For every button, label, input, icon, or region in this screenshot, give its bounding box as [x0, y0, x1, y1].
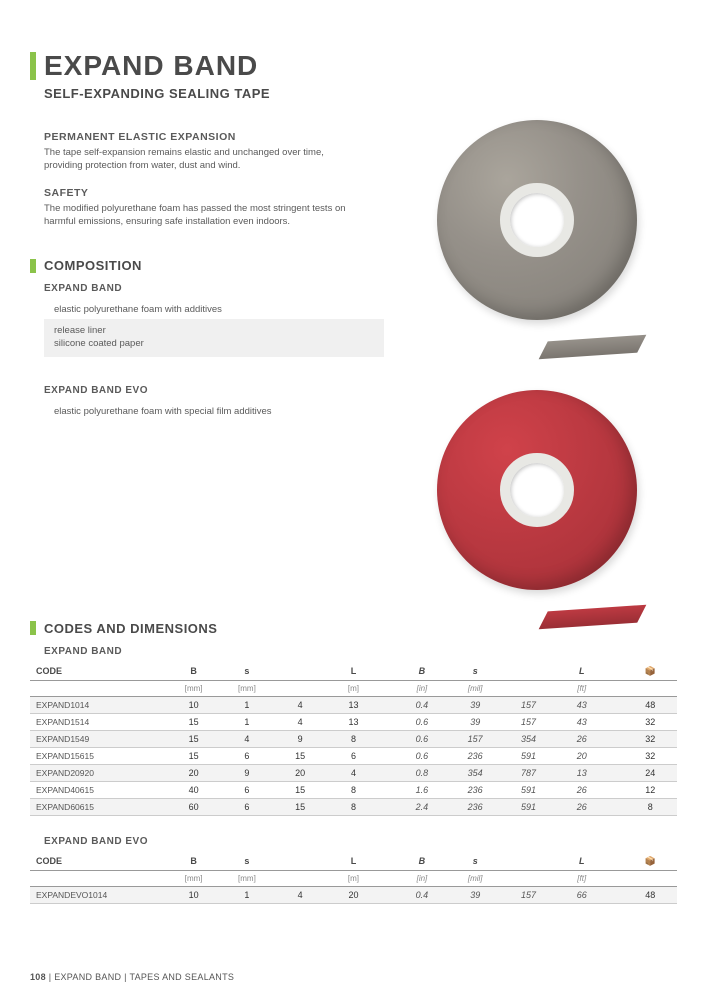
table-row: EXPAND156151561560.62365912032 — [30, 747, 677, 764]
footer-category: TAPES AND SEALANTS — [129, 972, 234, 982]
table-row: EXPAND1549154980.61573542632 — [30, 730, 677, 747]
tape-roll-gray — [422, 120, 652, 350]
section-accent-icon — [30, 259, 36, 273]
table-row: EXPAND209202092040.83547871324 — [30, 764, 677, 781]
table-row: EXPAND406154061581.62365912612 — [30, 781, 677, 798]
footer-product: EXPAND BAND — [54, 972, 121, 982]
page-footer: 108 | EXPAND BAND | TAPES AND SEALANTS — [30, 972, 234, 982]
page-number: 108 — [30, 972, 46, 982]
page-title: EXPAND BAND — [44, 50, 258, 82]
table-row: EXPAND606156061582.4236591268 — [30, 798, 677, 815]
codes-heading: CODES AND DIMENSIONS — [44, 621, 217, 636]
composition-item-0-1: release liner silicone coated paper — [44, 319, 384, 357]
title-accent — [30, 52, 36, 80]
codes-table: CODEBsLBsL📦[mm][mm][m][in][mil][ft]EXPAN… — [30, 853, 677, 904]
table-row: EXPAND15141514130.6391574332 — [30, 713, 677, 730]
features-section: PERMANENT ELASTIC EXPANSION The tape sel… — [44, 131, 364, 228]
title-block: EXPAND BAND SELF-EXPANDING SEALING TAPE — [30, 50, 677, 101]
table-row: EXPANDEVO10141014200.4391576648 — [30, 886, 677, 903]
feature-text-1: The modified polyurethane foam has passe… — [44, 202, 364, 229]
section-accent-icon — [30, 621, 36, 635]
tables-container: EXPAND BANDCODEBsLBsL📦[mm][mm][m][in][mi… — [30, 646, 677, 916]
product-images — [397, 120, 677, 660]
table-row: EXPAND10141014130.4391574348 — [30, 696, 677, 713]
page-subtitle: SELF-EXPANDING SEALING TAPE — [44, 86, 677, 101]
tape-roll-red — [422, 390, 652, 620]
table-name: EXPAND BAND EVO — [44, 836, 677, 847]
codes-table: CODEBsLBsL📦[mm][mm][m][in][mil][ft]EXPAN… — [30, 663, 677, 816]
feature-heading-0: PERMANENT ELASTIC EXPANSION — [44, 131, 364, 143]
composition-heading: COMPOSITION — [44, 258, 142, 273]
feature-heading-1: SAFETY — [44, 187, 364, 199]
feature-text-0: The tape self-expansion remains elastic … — [44, 146, 364, 173]
